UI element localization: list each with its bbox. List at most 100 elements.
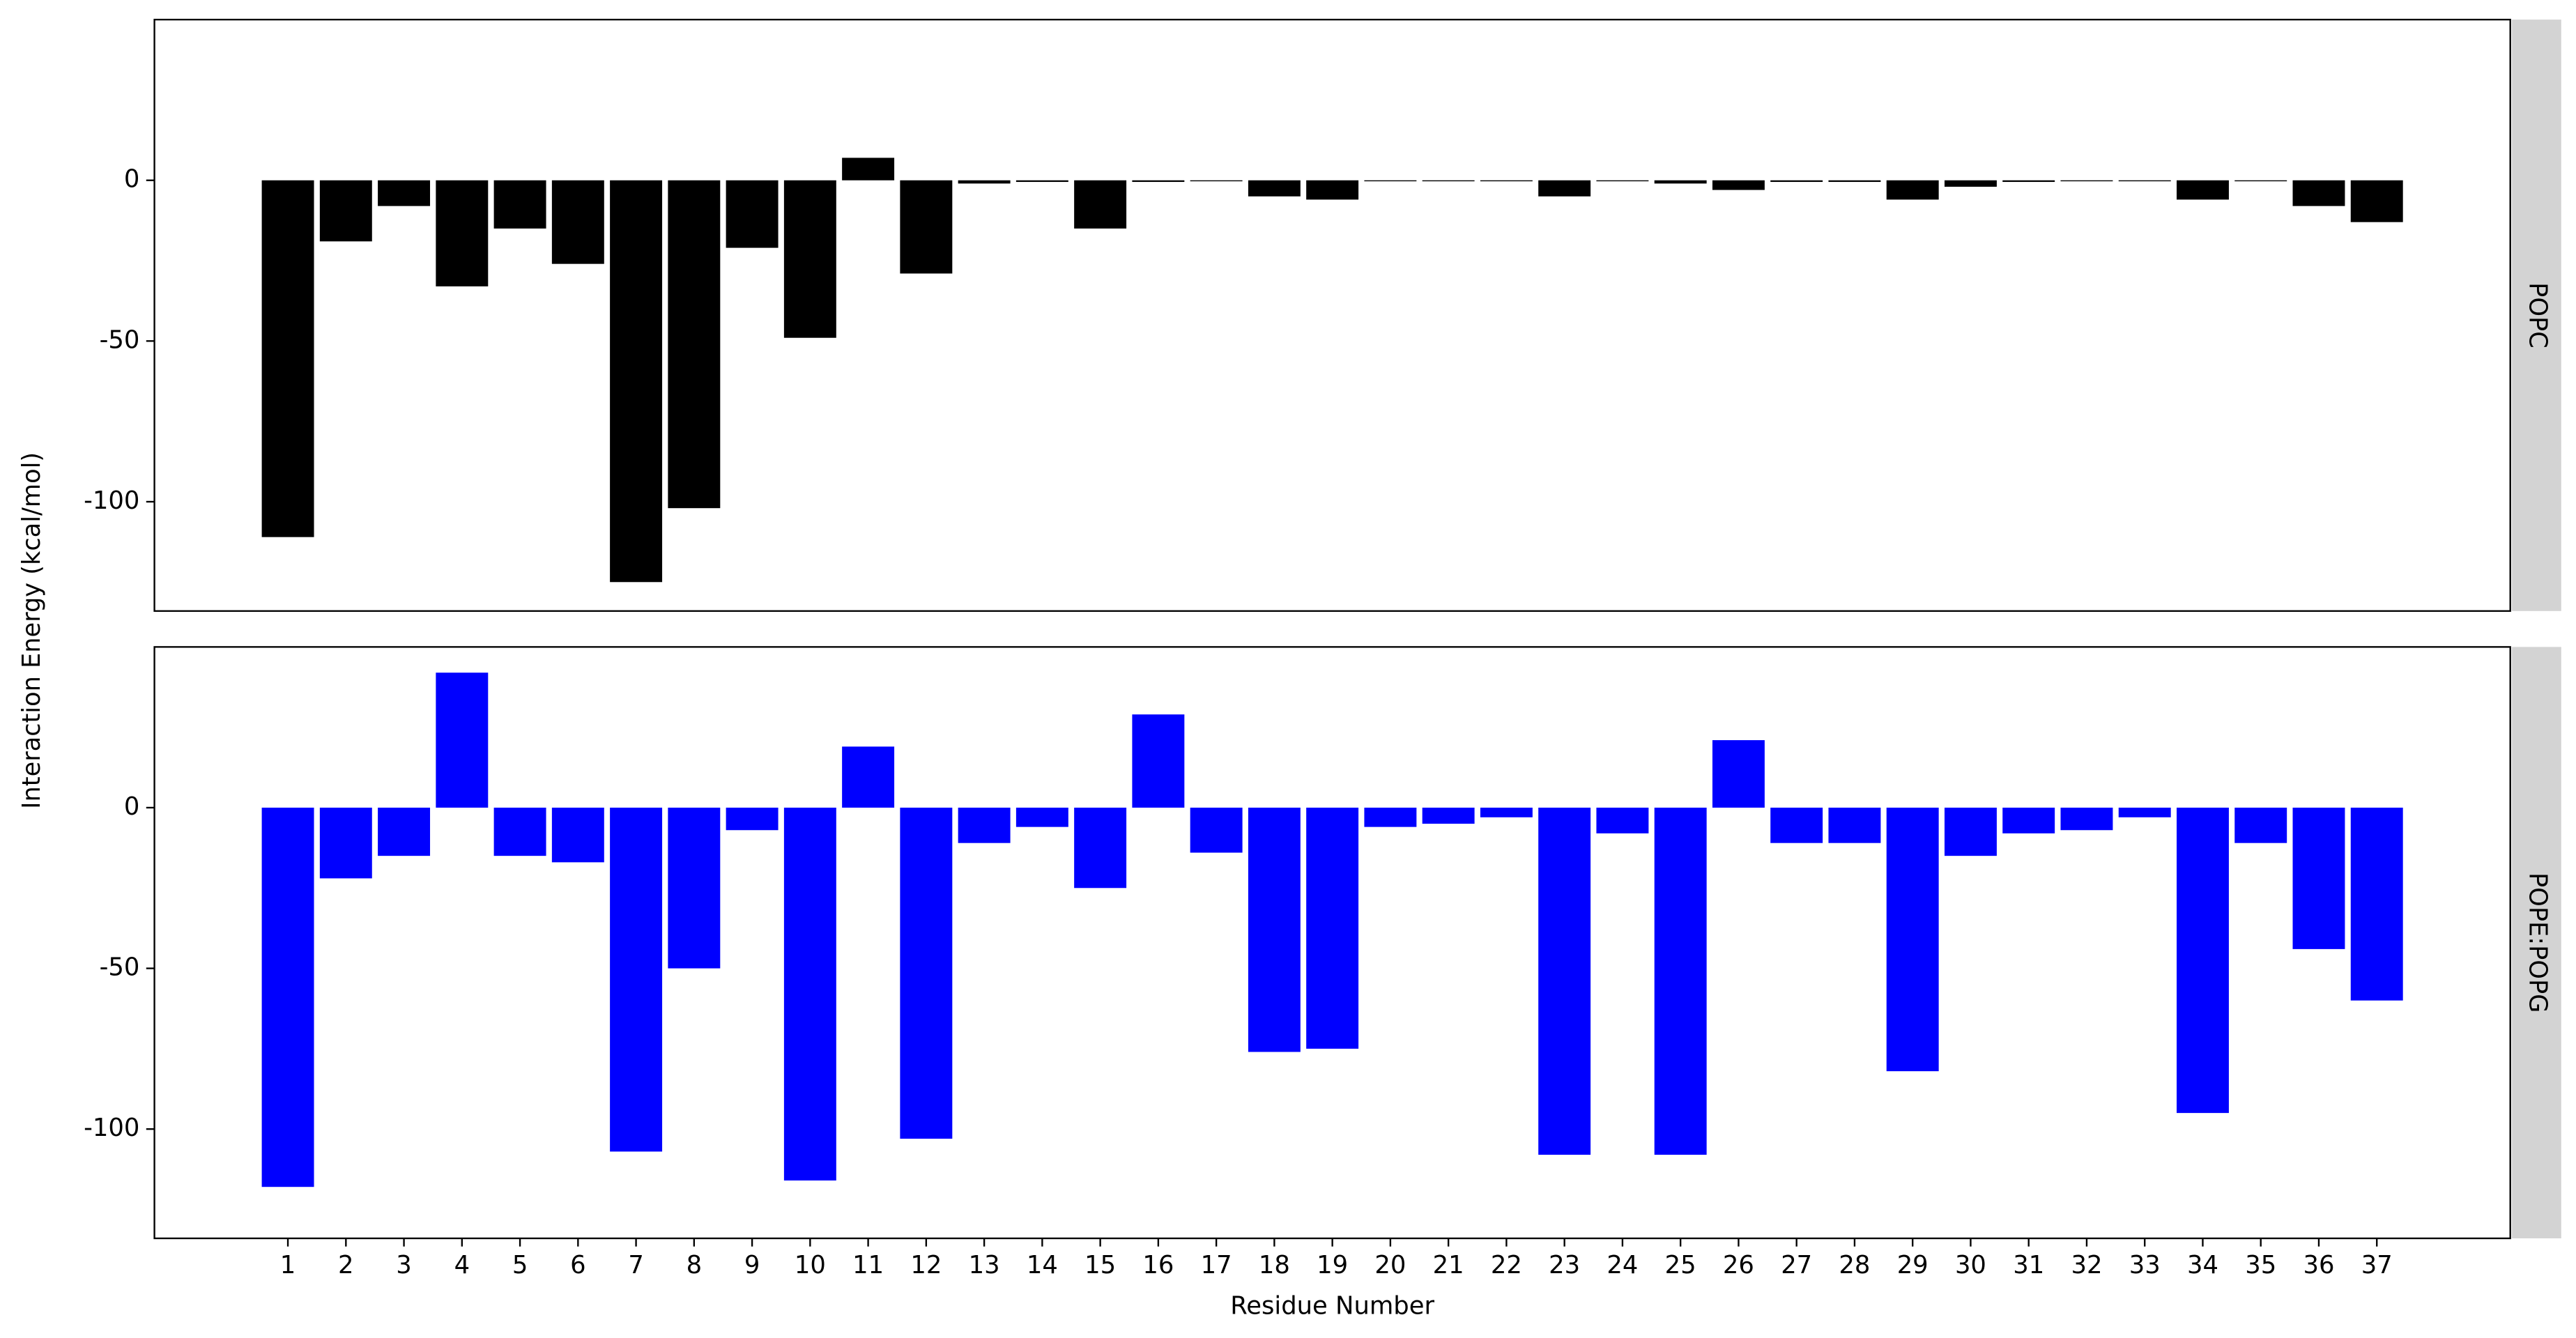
bar [436,180,489,286]
bar [1828,807,1881,843]
x-tick-label: 2 [338,1251,353,1279]
bar [493,180,546,229]
x-tick-label: 33 [2129,1251,2161,1279]
bar [1132,180,1185,183]
bar [668,180,721,509]
panel-label: POPC [2523,282,2552,348]
x-tick-label: 15 [1084,1251,1116,1279]
y-tick-label: -50 [100,325,140,354]
x-tick-label: 31 [2013,1251,2044,1279]
x-tick-label: 37 [2361,1251,2393,1279]
bar [668,807,721,969]
x-axis-label: Residue Number [1230,1292,1434,1321]
x-tick-label: 17 [1201,1251,1232,1279]
panel-label: POPE:POPG [2523,872,2552,1013]
bar [1480,180,1533,182]
bar [261,807,314,1187]
x-tick-label: 14 [1027,1251,1058,1279]
bar [2176,180,2229,200]
bar [1828,180,1881,183]
bar [2002,180,2055,183]
bar [261,180,314,537]
bar [1538,180,1591,197]
bar [1944,807,1997,856]
strip [2512,647,2561,1238]
bar [1712,740,1765,808]
bar [378,180,431,206]
x-tick-label: 12 [910,1251,942,1279]
x-tick-label: 11 [852,1251,884,1279]
x-tick-label: 24 [1607,1251,1638,1279]
bar [1944,180,1997,187]
bar [1015,807,1068,827]
x-tick-label: 35 [2245,1251,2276,1279]
x-tick-label: 19 [1317,1251,1348,1279]
bar [1248,180,1301,197]
bar [1364,180,1417,182]
bar [726,807,779,831]
x-tick-label: 13 [969,1251,1000,1279]
y-tick-label: -100 [84,486,139,515]
bar [319,807,372,879]
bar [551,807,604,863]
bar [1248,807,1301,1052]
bar [842,746,895,808]
x-tick-label: 4 [454,1251,470,1279]
bar [1770,807,1823,843]
bar [2060,180,2113,182]
bar [319,180,372,242]
bar [493,807,546,856]
bar [1480,807,1533,817]
bar [1132,714,1185,808]
x-tick-label: 21 [1433,1251,1464,1279]
bar [2176,807,2229,1114]
bar [1190,807,1243,853]
bar [610,180,663,583]
bar [842,157,895,180]
bar [900,807,953,1139]
bar [1886,180,1939,200]
y-tick-label: -100 [84,1114,139,1142]
x-tick-label: 10 [795,1251,826,1279]
bar [2234,807,2287,843]
x-tick-label: 28 [1839,1251,1870,1279]
x-tick-label: 32 [2071,1251,2102,1279]
y-tick-label: 0 [124,165,139,194]
bar [1364,807,1417,827]
y-tick-label: -50 [100,953,140,982]
bar [1015,180,1068,183]
bar [436,672,489,808]
bar [1422,180,1475,182]
bar [2060,807,2113,831]
x-tick-label: 20 [1374,1251,1406,1279]
x-tick-label: 27 [1781,1251,1812,1279]
bar [1538,807,1591,1155]
x-tick-label: 1 [280,1251,296,1279]
bar [2350,180,2403,222]
bar [1654,807,1707,1155]
bar [1712,180,1765,190]
bar [2292,180,2345,206]
bar [1654,180,1707,184]
x-tick-label: 30 [1955,1251,1986,1279]
bar [551,180,604,264]
x-tick-label: 23 [1549,1251,1580,1279]
bar [958,807,1011,843]
bar [2002,807,2055,833]
x-tick-label: 3 [396,1251,411,1279]
bar [1770,180,1823,183]
bar [783,180,836,338]
bar [1190,180,1243,182]
bar [726,180,779,248]
x-tick-label: 9 [744,1251,760,1279]
x-tick-label: 8 [687,1251,702,1279]
x-tick-label: 29 [1897,1251,1929,1279]
bar [958,180,1011,184]
y-tick-label: 0 [124,792,139,821]
strip [2512,20,2561,611]
plot-frame [153,18,2511,612]
x-tick-label: 26 [1723,1251,1754,1279]
bar [783,807,836,1181]
plot-frame [153,646,2511,1240]
